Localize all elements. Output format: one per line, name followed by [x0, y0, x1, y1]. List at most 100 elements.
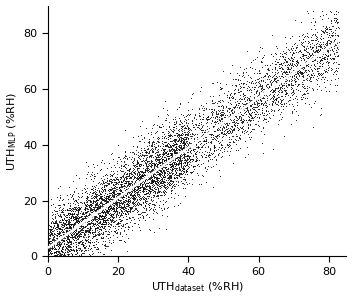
Point	[301, 46, 307, 51]
Point	[184, 160, 190, 165]
Point	[76, 220, 81, 225]
Point	[144, 165, 149, 170]
Point	[59, 217, 65, 221]
Point	[169, 167, 175, 172]
Point	[150, 150, 156, 155]
Point	[57, 254, 63, 259]
Point	[149, 181, 155, 185]
Point	[56, 254, 62, 259]
Point	[134, 171, 140, 176]
Point	[159, 157, 165, 161]
Point	[111, 193, 117, 198]
Point	[281, 66, 286, 71]
Point	[115, 177, 121, 182]
Point	[142, 200, 148, 205]
Point	[303, 70, 309, 75]
Point	[208, 110, 214, 114]
Point	[120, 204, 125, 209]
Point	[234, 105, 240, 110]
Point	[253, 96, 258, 101]
Point	[102, 180, 107, 185]
Point	[200, 173, 206, 178]
Point	[310, 44, 316, 49]
Point	[284, 67, 290, 72]
Point	[107, 217, 113, 222]
Point	[294, 103, 300, 108]
Point	[89, 217, 94, 221]
Point	[203, 106, 209, 111]
Point	[194, 157, 199, 162]
Point	[219, 116, 225, 121]
Point	[169, 134, 174, 138]
Point	[318, 32, 324, 36]
Point	[334, 54, 340, 59]
Point	[134, 164, 140, 169]
Point	[84, 199, 90, 204]
Point	[246, 117, 252, 122]
Point	[201, 130, 207, 134]
Point	[184, 156, 190, 161]
Point	[92, 193, 97, 198]
Point	[325, 67, 331, 72]
Point	[183, 145, 188, 150]
Point	[72, 254, 77, 259]
Point	[49, 244, 55, 249]
Point	[127, 196, 132, 201]
Point	[56, 254, 62, 259]
Point	[292, 62, 297, 67]
Point	[235, 103, 241, 108]
Point	[176, 173, 182, 178]
Point	[183, 168, 189, 173]
Point	[121, 198, 126, 203]
Point	[107, 240, 112, 244]
Point	[117, 221, 122, 226]
Point	[194, 158, 200, 163]
Point	[274, 45, 280, 50]
Point	[132, 221, 138, 226]
Point	[174, 166, 179, 170]
Point	[73, 244, 79, 249]
Point	[152, 145, 158, 149]
Point	[142, 194, 147, 199]
Point	[130, 196, 136, 201]
Point	[178, 132, 184, 137]
Point	[155, 160, 161, 164]
Point	[259, 85, 264, 90]
Point	[249, 98, 254, 102]
Point	[108, 217, 114, 222]
Point	[119, 208, 125, 213]
Point	[290, 89, 296, 94]
Point	[178, 146, 184, 151]
Point	[229, 134, 235, 138]
Point	[239, 106, 245, 111]
Point	[61, 209, 66, 214]
Point	[166, 174, 172, 178]
Point	[238, 78, 243, 83]
Point	[126, 224, 132, 229]
Point	[80, 211, 86, 215]
Point	[70, 179, 76, 184]
Point	[46, 254, 51, 259]
Point	[58, 248, 63, 252]
Point	[256, 112, 261, 117]
Point	[198, 126, 203, 131]
Point	[271, 89, 277, 94]
Point	[93, 208, 99, 213]
Point	[259, 85, 265, 90]
Point	[155, 178, 161, 182]
Point	[82, 245, 87, 250]
Point	[85, 239, 90, 244]
Point	[334, 37, 340, 42]
Point	[167, 170, 173, 175]
Point	[285, 58, 290, 63]
Point	[115, 200, 120, 204]
Point	[210, 124, 215, 129]
Point	[56, 213, 61, 218]
Point	[206, 117, 211, 122]
Point	[92, 216, 97, 220]
Point	[74, 199, 79, 204]
Point	[328, 19, 334, 24]
Point	[132, 199, 137, 204]
Point	[56, 237, 62, 242]
Point	[180, 149, 186, 154]
